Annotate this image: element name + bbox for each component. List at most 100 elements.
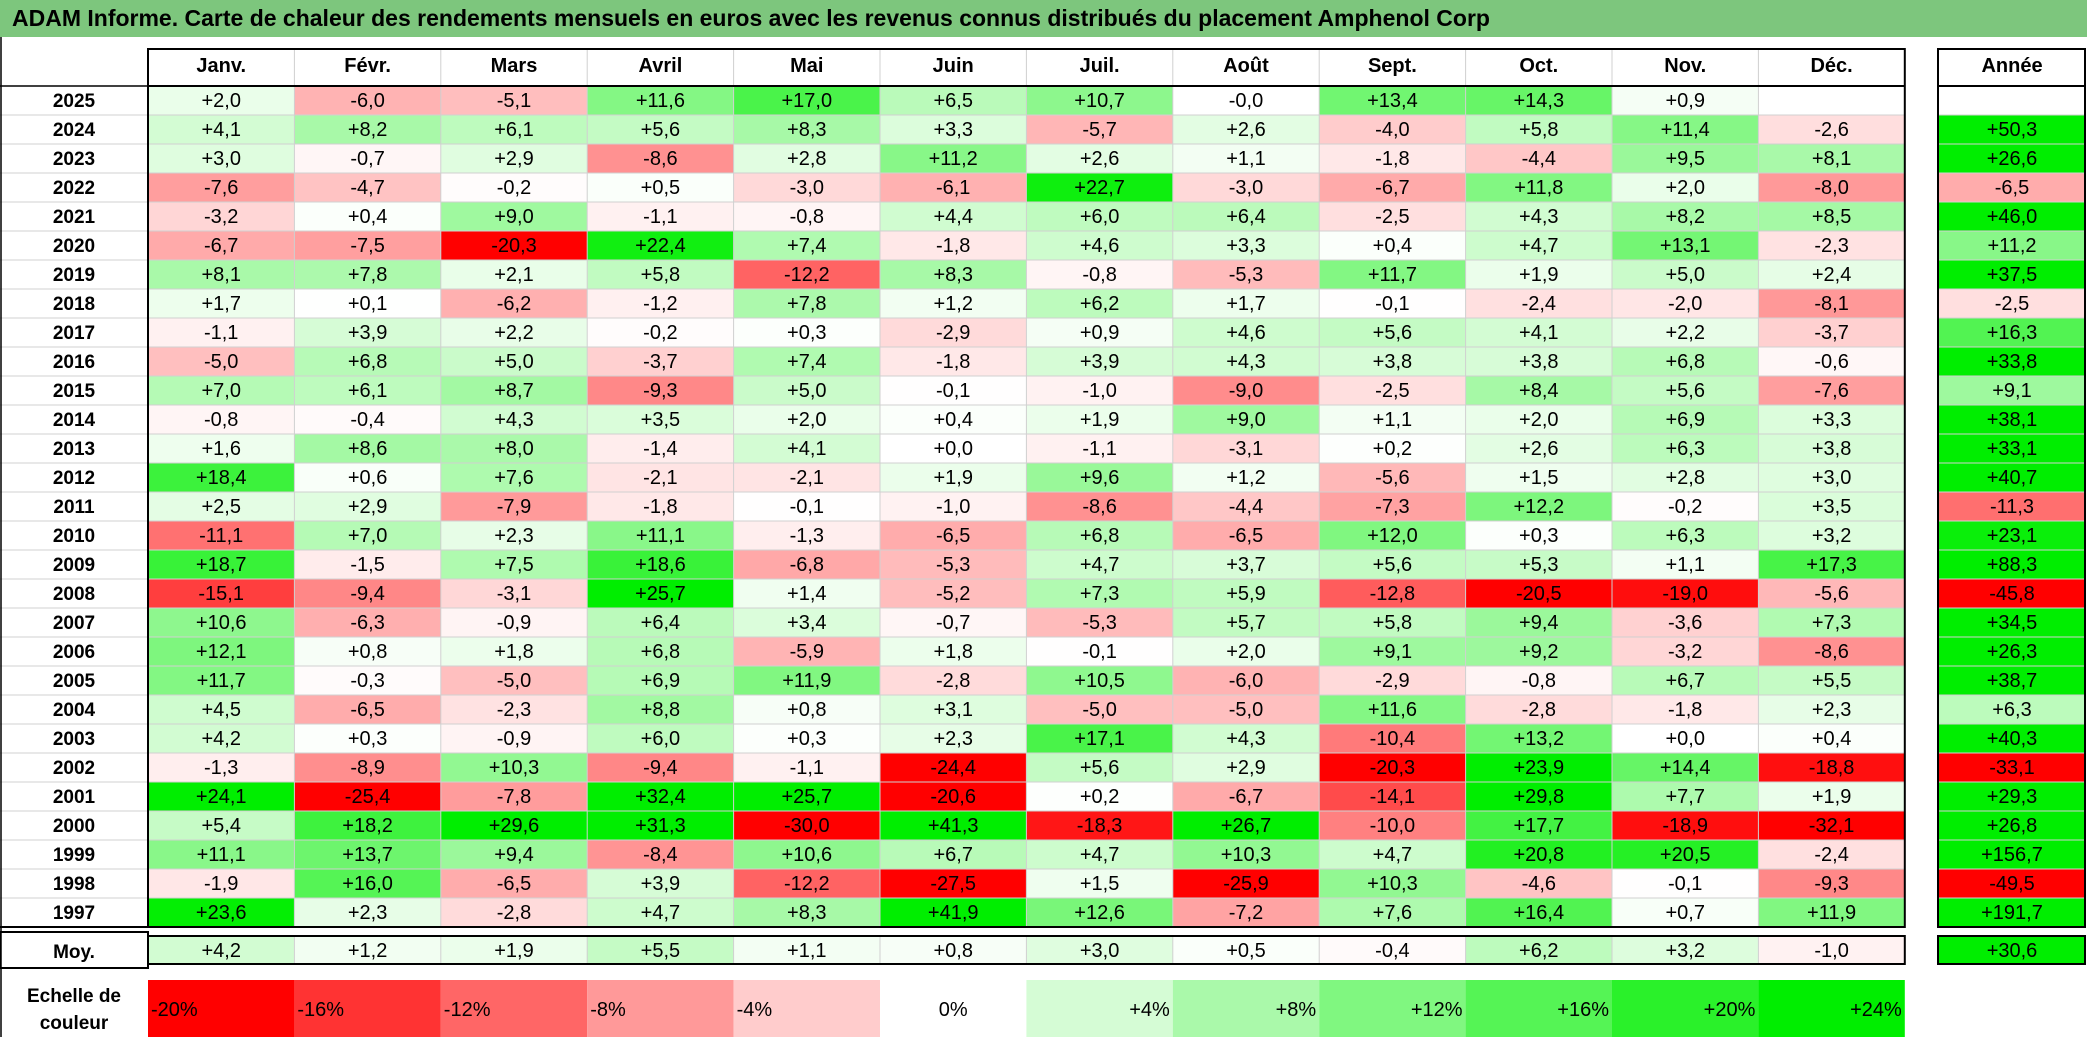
scale-swatch bbox=[587, 980, 734, 1037]
heat-cell-value: +3,8 bbox=[1519, 351, 1558, 373]
heat-cell bbox=[148, 318, 295, 347]
heat-cell bbox=[1758, 318, 1905, 347]
heat-cell-value: -12,8 bbox=[1370, 583, 1416, 605]
heat-cell-value: +1,9 bbox=[933, 467, 972, 489]
annual-cell bbox=[1938, 811, 2086, 840]
heat-cell bbox=[733, 289, 880, 318]
heat-cell bbox=[1026, 173, 1173, 202]
heat-cell bbox=[1026, 521, 1173, 550]
annual-cell bbox=[1938, 492, 2086, 521]
heat-cell bbox=[294, 463, 441, 492]
heat-cell bbox=[1319, 405, 1466, 434]
heat-cell bbox=[1172, 405, 1320, 434]
heat-cell bbox=[880, 173, 1027, 202]
heat-cell bbox=[880, 550, 1027, 579]
average-annual-value: +30,6 bbox=[1987, 940, 2038, 962]
annual-cell bbox=[1938, 521, 2086, 550]
heat-cell-value: +2,6 bbox=[1080, 148, 1119, 170]
heat-cell bbox=[1758, 869, 1905, 898]
heat-cell bbox=[1319, 666, 1466, 695]
heat-cell-value: -1,1 bbox=[204, 322, 238, 344]
heat-cell bbox=[294, 318, 441, 347]
heat-cell-value: -1,8 bbox=[1375, 148, 1409, 170]
heat-cell-value: -1,1 bbox=[643, 206, 677, 228]
annual-border bbox=[1937, 48, 2086, 928]
heat-cell-value: -6,8 bbox=[790, 554, 824, 576]
heat-cell bbox=[294, 608, 441, 637]
heat-cell bbox=[294, 521, 441, 550]
average-annual-cell bbox=[1938, 936, 2086, 964]
annual-cell bbox=[1938, 144, 2086, 173]
heat-cell-value: -3,1 bbox=[497, 583, 531, 605]
heat-cell-value: +20,5 bbox=[1660, 844, 1711, 866]
heat-cell-value: +11,4 bbox=[1661, 119, 1710, 141]
heat-cell bbox=[1172, 86, 1320, 115]
heat-cell-value: -25,9 bbox=[1223, 873, 1269, 895]
heat-cell bbox=[294, 173, 441, 202]
scale-label: +16% bbox=[1557, 999, 1609, 1021]
heat-cell bbox=[1758, 521, 1905, 550]
heat-cell bbox=[733, 521, 880, 550]
annual-cell-value: -49,5 bbox=[1989, 873, 2035, 895]
heat-cell bbox=[587, 521, 734, 550]
heat-cell bbox=[1612, 608, 1759, 637]
heat-cell-value: +11,1 bbox=[197, 844, 246, 866]
annual-cell bbox=[1938, 840, 2086, 869]
heat-cell-value: -8,9 bbox=[350, 757, 384, 779]
heat-cell-value: +5,6 bbox=[641, 119, 680, 141]
annual-cell bbox=[1938, 666, 2086, 695]
heat-cell-value: +0,4 bbox=[348, 206, 387, 228]
heat-cell bbox=[148, 579, 295, 608]
heat-cell bbox=[880, 405, 1027, 434]
heat-cell bbox=[1758, 898, 1905, 927]
average-cell-value: +6,2 bbox=[1519, 940, 1558, 962]
heat-cell bbox=[1758, 347, 1905, 376]
heat-cell-value: +4,1 bbox=[787, 438, 826, 460]
heat-cell bbox=[1172, 782, 1320, 811]
heat-cell-value: -0,8 bbox=[1082, 264, 1116, 286]
average-cell-value: +0,5 bbox=[1226, 940, 1265, 962]
heat-cell-value: -10,0 bbox=[1370, 815, 1416, 837]
heat-cell-value: -20,6 bbox=[930, 786, 976, 808]
heat-cell bbox=[1465, 173, 1612, 202]
heat-cell bbox=[733, 86, 880, 115]
heat-cell bbox=[1612, 173, 1759, 202]
average-cell bbox=[1758, 936, 1905, 964]
heat-cell bbox=[148, 695, 295, 724]
heat-cell bbox=[1319, 811, 1466, 840]
heat-cell-value: -0,3 bbox=[350, 670, 384, 692]
heat-cell-value: +11,9 bbox=[782, 670, 831, 692]
heat-cell-value: +5,5 bbox=[1812, 670, 1851, 692]
heat-cell-value: +0,8 bbox=[348, 641, 387, 663]
heat-cell-value: -0,4 bbox=[350, 409, 384, 431]
heat-cell-value: +1,2 bbox=[1226, 467, 1265, 489]
annual-cell bbox=[1938, 405, 2086, 434]
heat-cell bbox=[294, 347, 441, 376]
heat-cell-value: -20,3 bbox=[1370, 757, 1416, 779]
annual-cell-value: +16,3 bbox=[1987, 322, 2038, 344]
heat-cell bbox=[440, 463, 588, 492]
heat-cell bbox=[880, 753, 1027, 782]
heat-cell-value: -8,6 bbox=[643, 148, 677, 170]
heat-cell bbox=[1758, 376, 1905, 405]
heat-cell bbox=[880, 869, 1027, 898]
heat-cell-value: -6,3 bbox=[350, 612, 384, 634]
heat-cell-value: +9,4 bbox=[494, 844, 533, 866]
heat-cell bbox=[733, 579, 880, 608]
year-label: 2020 bbox=[53, 236, 95, 257]
scale-swatch bbox=[1319, 980, 1466, 1037]
heat-cell bbox=[1612, 347, 1759, 376]
heat-cell bbox=[1758, 637, 1905, 666]
heat-cell-value: -2,8 bbox=[936, 670, 970, 692]
heat-cell-value: -8,0 bbox=[1814, 177, 1848, 199]
heat-cell bbox=[1172, 289, 1320, 318]
heat-cell bbox=[1172, 492, 1320, 521]
heat-cell-value: -32,1 bbox=[1809, 815, 1855, 837]
heat-cell bbox=[880, 840, 1027, 869]
heat-cell bbox=[294, 695, 441, 724]
heat-cell bbox=[294, 898, 441, 927]
heat-cell bbox=[1465, 869, 1612, 898]
heat-cell bbox=[1758, 666, 1905, 695]
heat-cell-value: +3,5 bbox=[1812, 496, 1851, 518]
annual-cell-value: -33,1 bbox=[1989, 757, 2035, 779]
